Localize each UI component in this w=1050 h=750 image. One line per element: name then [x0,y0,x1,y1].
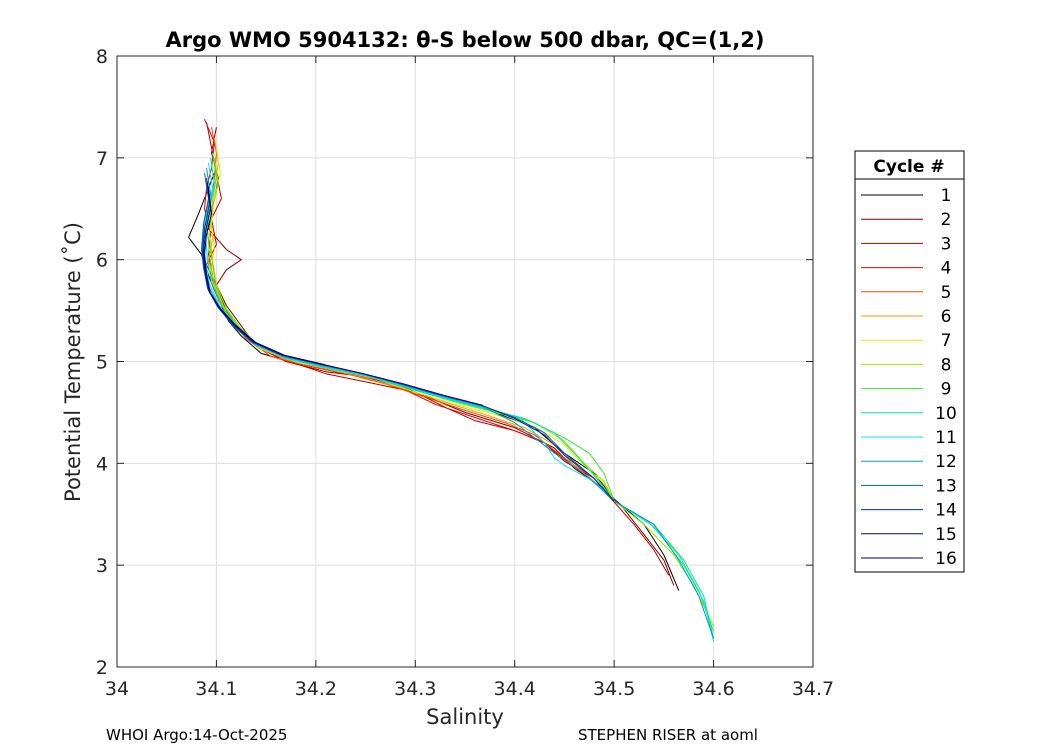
legend-label: 11 [935,428,957,448]
series-line-cycle-6 [208,137,615,502]
footer-right: STEPHEN RISER at aoml [578,726,758,744]
series-line-cycle-15 [203,183,484,406]
legend-label: 3 [941,234,952,254]
series-line-cycle-1 [188,172,680,591]
x-ticks: 34 34.1 34.2 34.3 34.4 34.5 34.6 34.7 [105,56,834,700]
series-line-cycle-4 [204,118,615,503]
legend-label: 1 [941,186,952,206]
legend-label: 9 [941,380,952,400]
y-tick-label: 7 [96,148,108,170]
y-tick-label: 2 [96,657,108,679]
x-tick-label: 34 [105,678,129,700]
chart-title: Argo WMO 5904132: θ-S below 500 dbar, QC… [166,28,765,52]
footer-left: WHOI Argo:14-Oct-2025 [106,726,288,744]
x-tick-label: 34.6 [692,678,734,700]
series-line-cycle-3 [206,122,670,576]
x-tick-label: 34.3 [394,678,436,700]
series-line-cycle-7 [210,147,615,502]
legend-label: 14 [935,501,957,521]
y-tick-label: 4 [96,453,108,475]
y-tick-label: 6 [96,250,108,272]
legend-label: 10 [935,404,957,424]
legend-label: 4 [941,259,952,279]
y-axis-label: Potential Temperature (˚C) [61,222,85,502]
legend-label: 6 [941,307,952,327]
x-tick-label: 34.4 [494,678,536,700]
series-line-cycle-10 [205,157,715,639]
x-tick-label: 34.1 [195,678,237,700]
x-tick-label: 34.5 [593,678,635,700]
legend-label: 2 [941,210,952,230]
series-line-cycle-14 [202,178,615,502]
x-axis-label: Salinity [426,705,504,729]
legend-label: 5 [941,283,952,303]
series-line-cycle-8 [209,157,715,627]
series-line-cycle-9 [207,152,715,632]
legend-label: 16 [935,549,957,569]
x-tick-label: 34.7 [792,678,834,700]
legend-label: 13 [935,476,957,496]
y-ticks: 2 3 4 5 6 7 8 [96,46,813,679]
x-tick-label: 34.2 [295,678,337,700]
series-line-cycle-16 [204,188,325,366]
series-line-cycle-5 [206,127,615,502]
legend-label: 15 [935,525,957,545]
legend-label: 12 [935,452,957,472]
grid [116,55,814,668]
y-tick-label: 5 [96,352,108,374]
legend-title: Cycle # [873,157,944,177]
legend-label: 7 [941,331,952,351]
y-tick-label: 3 [96,555,108,577]
legend-label: 8 [941,355,952,375]
legend-box [854,150,965,573]
y-tick-label: 8 [96,46,108,68]
series-lines [188,118,715,642]
